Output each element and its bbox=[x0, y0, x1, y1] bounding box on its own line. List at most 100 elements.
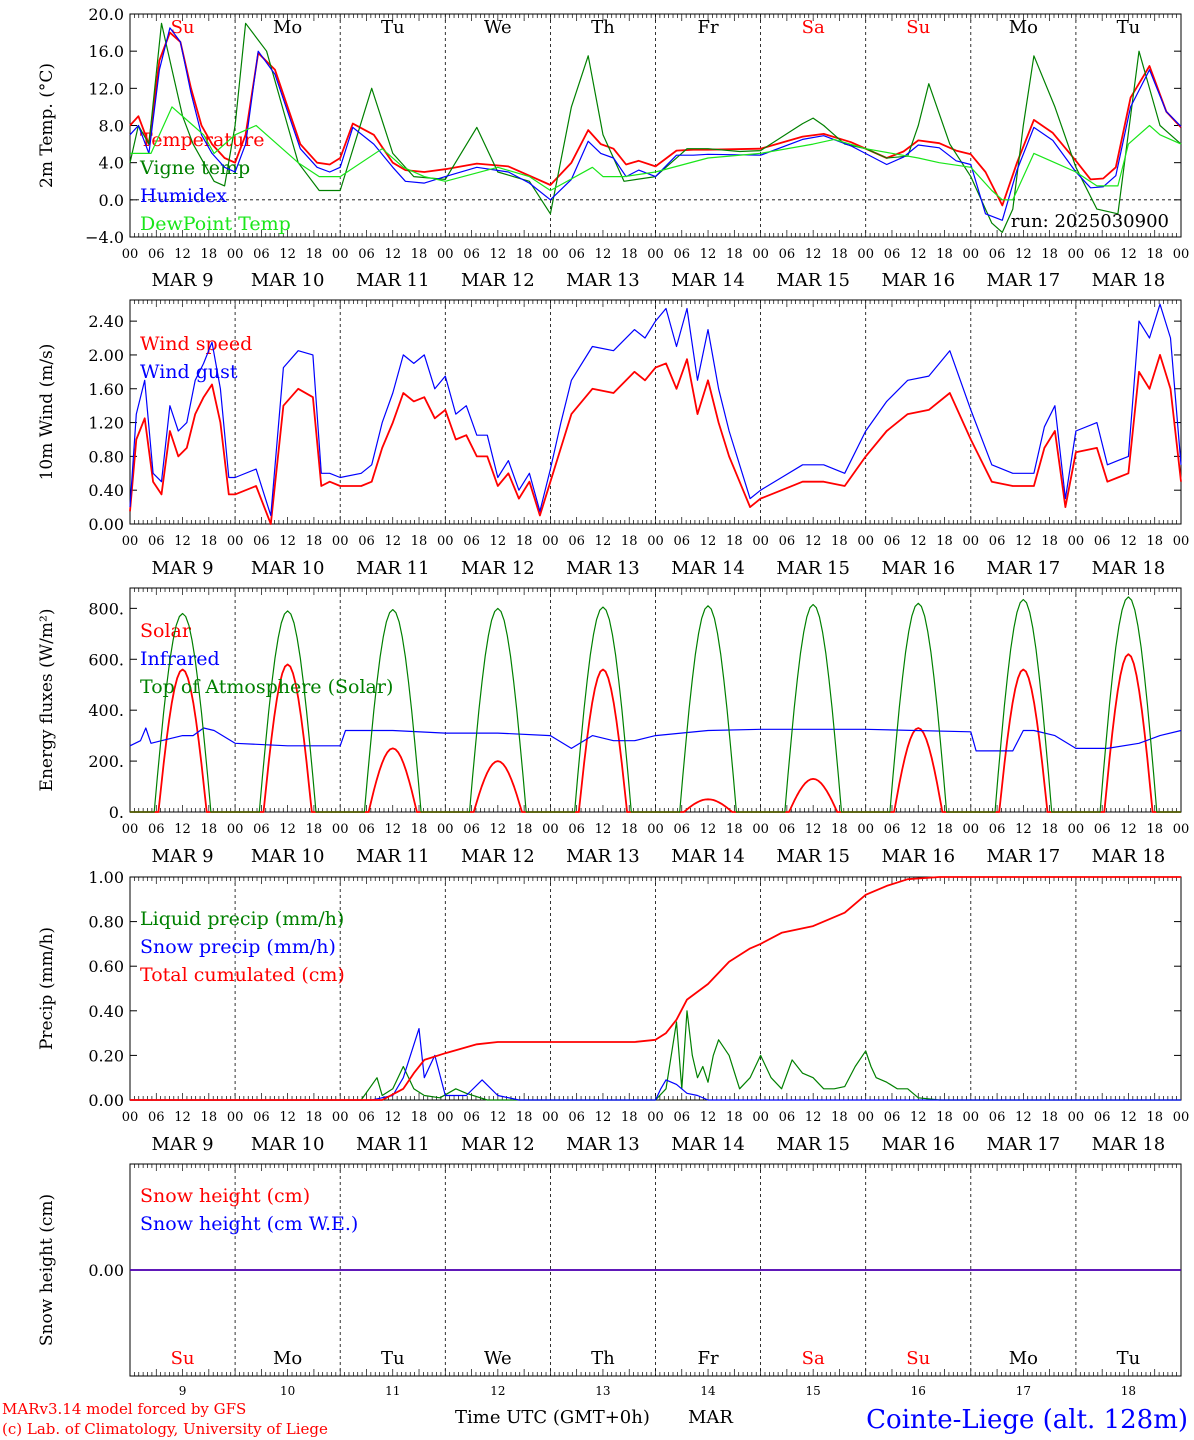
hour-tick-label: 00 bbox=[963, 247, 980, 262]
model-credit: MARv3.14 model forced by GFS bbox=[2, 1400, 246, 1418]
hour-tick-label: 00 bbox=[332, 247, 349, 262]
panel-temp: 20.0 16.0 12.0 8.0 4.0 0.0 −4.0 2m Temp. (°C) 00… bbox=[37, 5, 1189, 291]
hour-tick-label: 12 bbox=[910, 247, 927, 262]
day-number: 16 bbox=[911, 1384, 926, 1398]
hour-tick-label: 12 bbox=[490, 534, 507, 549]
series-line-infrared bbox=[129, 727, 1182, 752]
date-label: MAR 15 bbox=[776, 558, 850, 579]
hour-tick-label: 00 bbox=[437, 1110, 454, 1125]
hour-tick-label: 18 bbox=[306, 534, 323, 549]
date-label: MAR 17 bbox=[987, 846, 1061, 867]
weekday-label: Su bbox=[171, 17, 195, 38]
y-tick-label: 8.0 bbox=[99, 117, 124, 136]
weekday-label: Tu bbox=[1117, 17, 1141, 38]
legend-entry: Humidex bbox=[140, 185, 227, 207]
hour-tick-label: 00 bbox=[122, 822, 139, 837]
legend-entry: Snow height (cm) bbox=[140, 1185, 310, 1207]
date-label: MAR 9 bbox=[151, 846, 213, 867]
hour-tick-label: 06 bbox=[358, 534, 375, 549]
date-label: MAR 15 bbox=[776, 270, 850, 291]
day-number: 11 bbox=[385, 1384, 400, 1398]
hour-tick-label: 18 bbox=[726, 1110, 743, 1125]
y-tick-label: 0.40 bbox=[88, 1002, 124, 1021]
series-line-snow-precip-mm-h- bbox=[130, 1028, 1181, 1101]
hour-tick-label: 06 bbox=[779, 1110, 796, 1125]
hour-tick-label: 06 bbox=[884, 822, 901, 837]
hour-tick-label: 00 bbox=[1173, 247, 1190, 262]
day-number: 15 bbox=[806, 1384, 821, 1398]
y-tick-label: 600. bbox=[88, 650, 124, 669]
date-label: MAR 17 bbox=[987, 270, 1061, 291]
hour-tick-label: 12 bbox=[805, 534, 822, 549]
date-label: MAR 9 bbox=[151, 270, 213, 291]
weekday-label: Mo bbox=[1009, 17, 1038, 38]
hour-tick-label: 00 bbox=[542, 247, 559, 262]
hour-tick-label: 12 bbox=[174, 822, 191, 837]
hour-tick-label: 12 bbox=[700, 534, 717, 549]
hour-tick-label: 18 bbox=[726, 247, 743, 262]
plot-frame bbox=[129, 587, 1182, 813]
hour-tick-label: 00 bbox=[752, 822, 769, 837]
hour-tick-label: 18 bbox=[1041, 534, 1058, 549]
legend-entry: Snow height (cm W.E.) bbox=[140, 1213, 358, 1235]
hour-tick-label: 06 bbox=[463, 1110, 480, 1125]
x-axis-month: MAR bbox=[688, 1407, 733, 1428]
hour-tick-label: 18 bbox=[936, 1110, 953, 1125]
hour-tick-label: 12 bbox=[490, 1110, 507, 1125]
hour-tick-label: 18 bbox=[1041, 247, 1058, 262]
series-line-wind-speed bbox=[129, 354, 1182, 525]
hour-tick-label: 12 bbox=[490, 247, 507, 262]
hour-tick-label: 12 bbox=[700, 822, 717, 837]
hour-tick-label: 18 bbox=[1041, 822, 1058, 837]
date-label: MAR 10 bbox=[251, 270, 325, 291]
hour-tick-label: 12 bbox=[384, 534, 401, 549]
hour-tick-label: 06 bbox=[1094, 822, 1111, 837]
date-label: MAR 12 bbox=[461, 270, 535, 291]
hour-tick-label: 06 bbox=[989, 247, 1006, 262]
date-label: MAR 10 bbox=[251, 558, 325, 579]
date-label: MAR 11 bbox=[356, 846, 430, 867]
hour-tick-label: 12 bbox=[1120, 822, 1137, 837]
hour-tick-label: 18 bbox=[411, 247, 428, 262]
hour-tick-label: 18 bbox=[936, 534, 953, 549]
hour-tick-label: 18 bbox=[621, 822, 638, 837]
y-tick-label: 0.40 bbox=[88, 481, 124, 500]
date-label: MAR 13 bbox=[566, 558, 640, 579]
date-label: MAR 16 bbox=[881, 558, 955, 579]
weekday-label: Su bbox=[171, 1348, 195, 1369]
hour-tick-label: 06 bbox=[779, 822, 796, 837]
hour-tick-label: 00 bbox=[332, 534, 349, 549]
legend-entry: Vigne temp bbox=[139, 157, 250, 179]
hour-tick-label: 18 bbox=[516, 1110, 533, 1125]
hour-tick-label: 00 bbox=[1173, 822, 1190, 837]
date-label: MAR 14 bbox=[671, 558, 745, 579]
y-tick-label: 0.00 bbox=[88, 515, 124, 534]
hour-tick-label: 06 bbox=[674, 534, 691, 549]
hour-tick-label: 12 bbox=[805, 822, 822, 837]
y-tick-label: 0.80 bbox=[88, 913, 124, 932]
hour-tick-label: 12 bbox=[174, 247, 191, 262]
series-line-humidex bbox=[129, 27, 1182, 221]
hour-tick-label: 18 bbox=[306, 822, 323, 837]
date-label: MAR 10 bbox=[251, 846, 325, 867]
hour-tick-label: 06 bbox=[253, 247, 270, 262]
hour-tick-label: 18 bbox=[201, 822, 218, 837]
hour-tick-label: 12 bbox=[595, 822, 612, 837]
hour-tick-label: 12 bbox=[595, 534, 612, 549]
y-tick-label: 12.0 bbox=[88, 79, 124, 98]
hour-tick-label: 12 bbox=[700, 247, 717, 262]
hour-tick-label: 00 bbox=[647, 822, 664, 837]
date-label: MAR 17 bbox=[987, 1134, 1061, 1155]
hour-tick-label: 18 bbox=[831, 1110, 848, 1125]
hour-tick-label: 18 bbox=[411, 822, 428, 837]
hour-tick-label: 12 bbox=[910, 822, 927, 837]
weekday-label: Tu bbox=[1117, 1348, 1141, 1369]
hour-tick-label: 12 bbox=[384, 1110, 401, 1125]
y-tick-label: 1.60 bbox=[88, 380, 124, 399]
y-tick-label: 0.80 bbox=[88, 447, 124, 466]
y-tick-label: 16.0 bbox=[88, 42, 124, 61]
day-number: 9 bbox=[179, 1384, 187, 1398]
y-tick-label: 800. bbox=[88, 599, 124, 618]
hour-tick-label: 00 bbox=[857, 1110, 874, 1125]
weekday-label: Sa bbox=[802, 1348, 825, 1369]
